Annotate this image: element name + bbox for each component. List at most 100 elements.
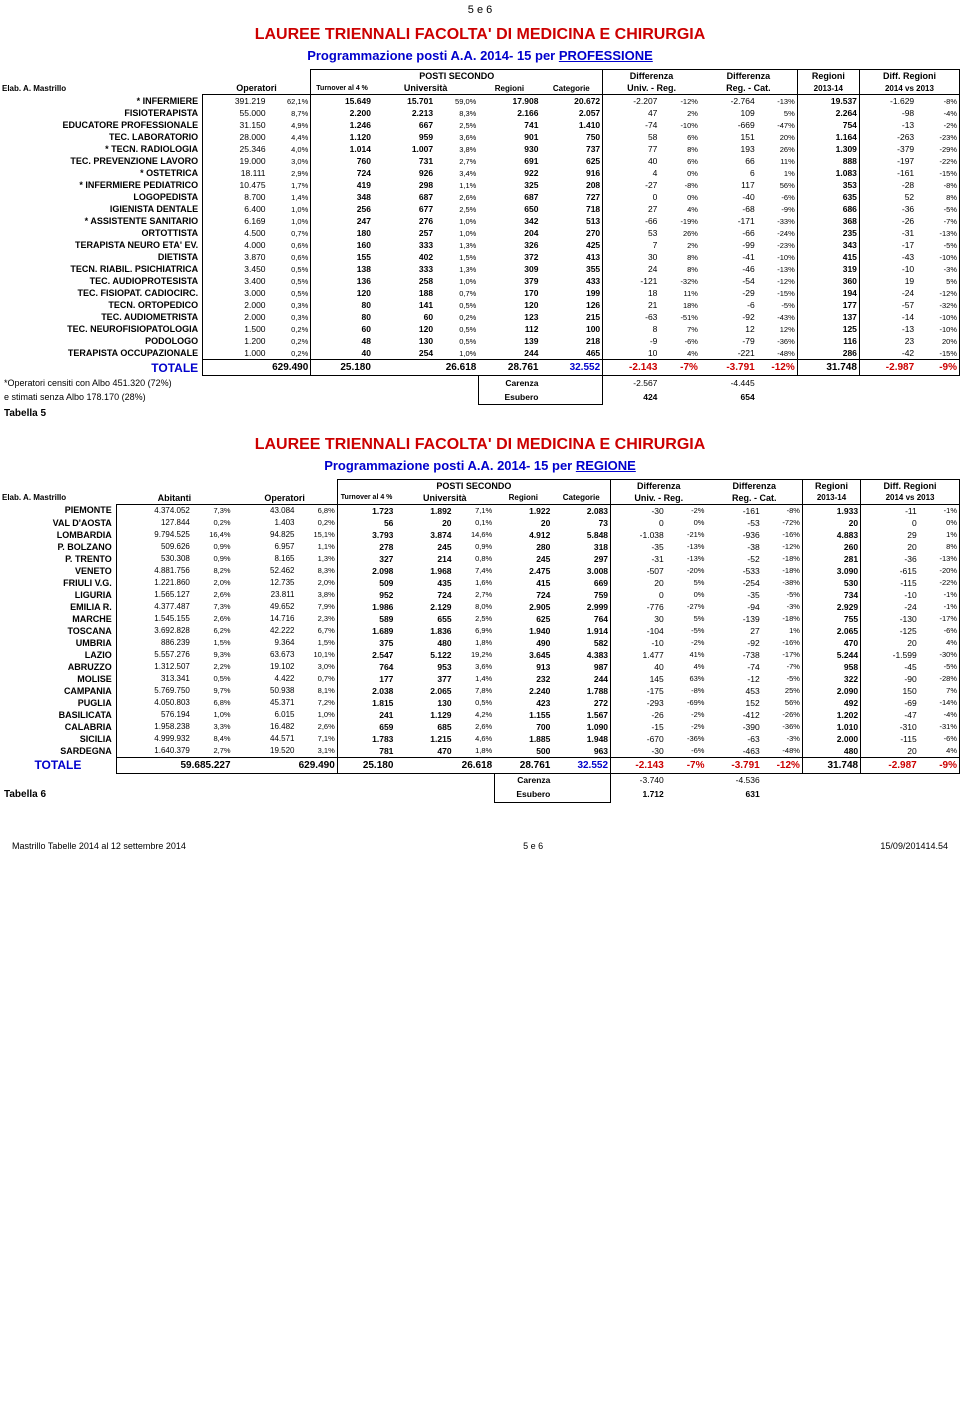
total2-row: TOTALE 59.685.227 629.490 25.180 26.618 … <box>0 757 960 773</box>
table-row: TEC. AUDIOMETRISTA2.0000,3%80600,2%12321… <box>0 311 960 323</box>
table-row: * INFERMIERE PEDIATRICO10.4751,7%4192981… <box>0 179 960 191</box>
col2-regioni: Regioni <box>494 492 552 505</box>
header-row: Elab. A. Mastrillo Operatori Turnover al… <box>0 82 960 95</box>
table-row: P. BOLZANO509.6260,9%6.9571,1%2782450,9%… <box>0 541 960 553</box>
table-row: MOLISE313.3410,5%4.4220,7%1773771,4%2322… <box>0 673 960 685</box>
total2-to: 25.180 <box>337 757 395 773</box>
table-row: * INFERMIERE391.21962,1%15.64915.70159,0… <box>0 95 960 108</box>
esubero2-v2: 631 <box>706 786 761 803</box>
esubero-label: Esubero <box>478 390 540 404</box>
col-regioni: Regioni <box>478 82 540 95</box>
table2-subtitle: Programmazione posti A.A. 2014- 15 per R… <box>0 456 960 479</box>
table-row: TEC. NEUROFISIOPATOLOGIA1.5000,2%601200,… <box>0 323 960 335</box>
col-abitanti: Abitanti <box>116 492 232 505</box>
total2-dr: -2.987 <box>861 757 919 773</box>
total2-d2: -3.791 <box>706 757 761 773</box>
table-row: P. TRENTO530.3080,9%8.1651,3%3272140,8%2… <box>0 553 960 565</box>
elab-label: Elab. A. Mastrillo <box>0 82 203 95</box>
esubero-v2: 654 <box>700 390 757 404</box>
total-cat: 32.552 <box>540 360 602 376</box>
col2-posti: POSTI SECONDO <box>337 479 610 492</box>
total-label: TOTALE <box>0 360 203 376</box>
subtitle2-prefix: Programmazione posti A.A. 2014- 15 per <box>324 458 576 473</box>
footer-left: Mastrillo Tabelle 2014 al 12 settembre 2… <box>12 841 186 851</box>
col-diff1: Differenza <box>603 70 700 83</box>
total2-reg: 28.761 <box>494 757 552 773</box>
total-d1p: -7% <box>659 360 700 376</box>
carenza-v2: -4.445 <box>700 376 757 391</box>
table-row: SICILIA4.999.9328,4%44.5717,1%1.7831.215… <box>0 733 960 745</box>
col2-operatori: Operatori <box>233 492 338 505</box>
header-group-row: POSTI SECONDO Differenza Differenza Regi… <box>0 70 960 83</box>
table1: POSTI SECONDO Differenza Differenza Regi… <box>0 69 960 405</box>
table-row: TECN. RIABIL. PSICHIATRICA3.4500,5%13833… <box>0 263 960 275</box>
table-row: FRIULI V.G.1.221.8602,0%12.7352,0%509435… <box>0 577 960 589</box>
table-row: * TECN. RADIOLOGIA25.3464,0%1.0141.0073,… <box>0 143 960 155</box>
total-drp: -9% <box>916 360 959 376</box>
table-row: CALABRIA1.958.2383,3%16.4822,6%6596852,6… <box>0 721 960 733</box>
table2-title: LAUREE TRIENNALI FACOLTA' DI MEDICINA E … <box>0 434 960 456</box>
total-d2p: -12% <box>757 360 798 376</box>
footer-right: 15/09/201414.54 <box>880 841 948 851</box>
table-row: EMILIA R.4.377.4877,3%49.6527,9%1.9862.1… <box>0 601 960 613</box>
total-row: TOTALE 629.490 25.180 26.618 28.761 32.5… <box>0 360 960 376</box>
total2-r: 31.748 <box>802 757 860 773</box>
col2-uni: Università <box>395 492 494 505</box>
col2-diffreg: Diff. Regioni <box>861 479 960 492</box>
col-ur: Univ. - Reg. <box>603 82 700 95</box>
col-operatori: Operatori <box>203 82 311 95</box>
carenza-label: Carenza <box>478 376 540 391</box>
table-row: * ASSISTENTE SANITARIO6.1691,0%2472761,0… <box>0 215 960 227</box>
esubero2-label: Esubero <box>494 786 552 803</box>
header2-group-row: POSTI SECONDO Differenza Differenza Regi… <box>0 479 960 492</box>
total2-op: 629.490 <box>233 757 338 773</box>
carenza-v1: -2.567 <box>603 376 660 391</box>
table-row: TEC. LABORATORIO28.0004,4%1.1209593,6%90… <box>0 131 960 143</box>
table-row: PIEMONTE4.374.0527,3%43.0846,8%1.7231.89… <box>0 504 960 517</box>
total2-ab: 59.685.227 <box>116 757 232 773</box>
table-row: UMBRIA886.2391,5%9.3641,5%3754801,8%4905… <box>0 637 960 649</box>
col2-turnover: Turnover al 4 % <box>337 492 395 505</box>
table-row: SARDEGNA1.640.3792,7%19.5203,1%7814701,8… <box>0 745 960 758</box>
table-row: LOGOPEDISTA8.7001,4%3486872,6%68772700%-… <box>0 191 960 203</box>
col-rc: Reg. - Cat. <box>700 82 797 95</box>
total2-uni: 26.618 <box>395 757 494 773</box>
carenza2-v1: -3.740 <box>611 773 666 786</box>
total-reg: 28.761 <box>478 360 540 376</box>
table-row: DIETISTA3.8700,6%1554021,5%372413308%-41… <box>0 251 960 263</box>
col2-reg: Regioni <box>802 479 860 492</box>
table-row: MARCHE1.545.1552,6%14.7162,3%5896552,5%6… <box>0 613 960 625</box>
table5-label: Tabella 5 <box>0 405 960 422</box>
total-d2: -3.791 <box>700 360 757 376</box>
col-reg: Regioni <box>797 70 859 83</box>
table-row: TEC. FISIOPAT. CADIOCIRC.3.0000,5%120188… <box>0 287 960 299</box>
col2-diff2: Differenza <box>706 479 802 492</box>
table-row: LIGURIA1.565.1272,6%23.8113,8%9527242,7%… <box>0 589 960 601</box>
col-diffreg: Diff. Regioni <box>859 70 959 83</box>
subtitle-prefix: Programmazione posti A.A. 2014- 15 per <box>307 48 559 63</box>
table-row: FISIOTERAPISTA55.0008,7%2.2002.2138,3%2.… <box>0 107 960 119</box>
col2-2014: 2014 vs 2013 <box>861 492 960 505</box>
total-dr: -2.987 <box>859 360 916 376</box>
esubero-v1: 424 <box>603 390 660 404</box>
total2-drp: -9% <box>919 757 960 773</box>
total-d1: -2.143 <box>603 360 660 376</box>
col2-2013: 2013-14 <box>802 492 860 505</box>
table-row: CAMPANIA5.769.7509,7%50.9388,1%2.0382.06… <box>0 685 960 697</box>
col-2014: 2014 vs 2013 <box>859 82 959 95</box>
table1-title: LAUREE TRIENNALI FACOLTA' DI MEDICINA E … <box>0 24 960 46</box>
col-2013: 2013-14 <box>797 82 859 95</box>
table-row: VENETO4.881.7568,2%52.4628,3%2.0981.9687… <box>0 565 960 577</box>
footer-center: 5 e 6 <box>523 841 543 851</box>
page-footer: Mastrillo Tabelle 2014 al 12 settembre 2… <box>0 833 960 855</box>
table-row: PUGLIA4.050.8036,8%45.3717,2%1.8151300,5… <box>0 697 960 709</box>
table-row: * OSTETRICA18.1112,9%7249263,4%92291640%… <box>0 167 960 179</box>
note2-carenza: Carenza -3.740 -4.536 <box>0 773 960 786</box>
table-row: EDUCATORE PROFESSIONALE31.1504,9%1.24666… <box>0 119 960 131</box>
total2-label: TOTALE <box>0 757 116 773</box>
subtitle-keyword: PROFESSIONE <box>559 48 653 63</box>
table-row: TEC. AUDIOPROTESISTA3.4000,5%1362581,0%3… <box>0 275 960 287</box>
col-diff2: Differenza <box>700 70 797 83</box>
total-to: 25.180 <box>311 360 373 376</box>
table-row: TERAPISTA OCCUPAZIONALE1.0000,2%402541,0… <box>0 347 960 360</box>
